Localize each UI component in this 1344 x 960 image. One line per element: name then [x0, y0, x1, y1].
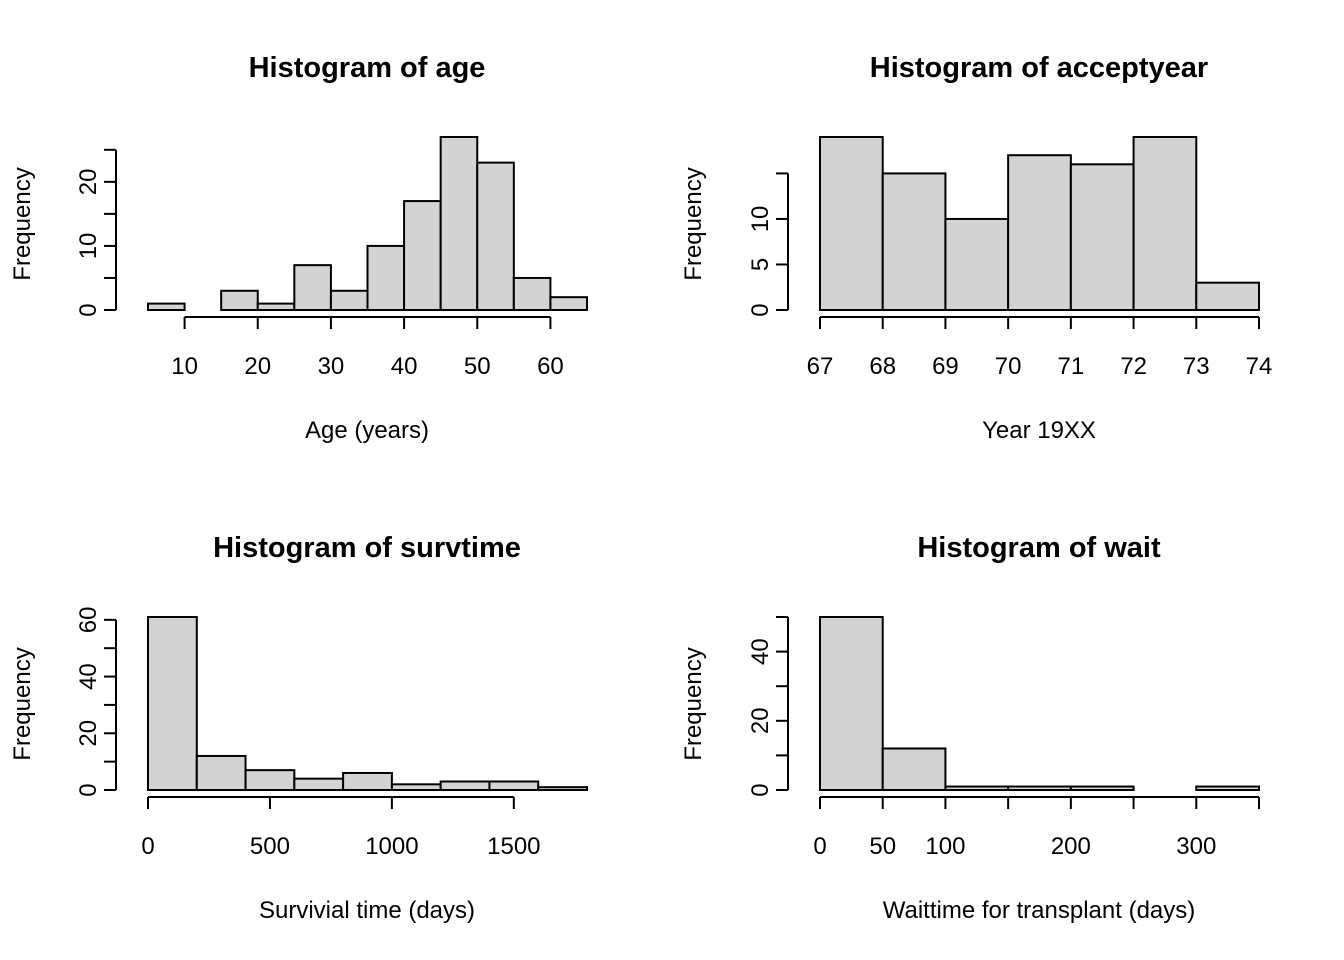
histogram-bar [1069, 163, 1135, 311]
y-tick-label: 40 [747, 638, 774, 665]
panel-acceptyear: Histogram of acceptyear Year 19XX Freque… [680, 52, 1272, 444]
histogram-bar [819, 616, 884, 791]
x-axis-label: Survivial time (days) [259, 897, 475, 924]
y-tick-label: 10 [75, 233, 102, 260]
histogram-bar [220, 289, 259, 311]
y-axis-label: Frequency [680, 167, 707, 280]
histogram-bar [512, 276, 552, 311]
bars [819, 616, 1261, 791]
x-tick-label: 200 [1051, 833, 1091, 860]
y-tick-label: 20 [747, 707, 774, 734]
histogram-bar [439, 136, 479, 311]
x-axis-label: Year 19XX [982, 417, 1096, 444]
x-tick-label: 74 [1246, 353, 1273, 380]
x-tick-label: 0 [813, 833, 826, 860]
y-tick-label: 0 [747, 783, 774, 796]
y-tick-label: 20 [75, 169, 102, 196]
y-tick-label: 5 [747, 258, 774, 271]
x-axis: 10 20 30 40 50 60 [171, 316, 564, 380]
histogram-bar [549, 296, 589, 311]
x-tick-label: 40 [391, 353, 418, 380]
x-tick-label: 68 [869, 353, 896, 380]
histogram-bar [1195, 785, 1261, 791]
x-tick-label: 100 [925, 833, 965, 860]
x-tick-label: 73 [1183, 353, 1210, 380]
x-tick-label: 0 [141, 833, 154, 860]
bars [147, 616, 589, 792]
y-axis: 0 10 20 [75, 148, 117, 317]
y-tick-label: 0 [747, 303, 774, 316]
y-axis-label: Frequency [9, 647, 36, 760]
x-tick-label: 71 [1058, 353, 1085, 380]
histogram-bar [195, 754, 247, 792]
y-tick-label: 0 [75, 303, 102, 316]
x-axis-label: Age (years) [305, 417, 429, 444]
histogram-bar [147, 616, 198, 791]
x-tick-label: 70 [995, 353, 1022, 380]
x-tick-label: 69 [932, 353, 959, 380]
histogram-bar [147, 302, 186, 311]
y-tick-label: 0 [75, 783, 102, 796]
x-tick-label: 60 [537, 353, 564, 380]
y-tick-label: 10 [747, 206, 774, 233]
panel-survtime: Histogram of survtime Survivial time (da… [9, 532, 589, 924]
x-tick-label: 50 [464, 353, 491, 380]
histogram-bar [403, 200, 442, 312]
panel-wait: Histogram of wait Waittime for transplan… [680, 532, 1261, 924]
y-tick-label: 20 [75, 720, 102, 747]
histogram-bar [1195, 281, 1261, 311]
histogram-bar [342, 771, 393, 791]
histogram-bar [944, 217, 1010, 312]
histogram-bar [1069, 785, 1135, 791]
histogram-bar [366, 244, 406, 311]
bars [147, 136, 589, 312]
histogram-bar [439, 780, 491, 792]
histogram-bar [1007, 154, 1072, 311]
y-axis-label: Frequency [9, 167, 36, 280]
panel-age: Histogram of age Age (years) Frequency 1… [9, 52, 589, 444]
histogram-bar [256, 302, 296, 311]
histogram-bar [881, 747, 947, 791]
x-axis: 67 68 69 70 71 72 73 74 [807, 316, 1273, 380]
histogram-bar [390, 783, 442, 792]
x-tick-label: 72 [1120, 353, 1147, 380]
histogram-bar [944, 785, 1010, 791]
x-tick-label: 50 [869, 833, 896, 860]
histogram-bar [819, 136, 884, 311]
x-tick-label: 1000 [365, 833, 418, 860]
histogram-bar [244, 769, 296, 791]
x-tick-label: 20 [244, 353, 271, 380]
x-axis-label: Waittime for transplant (days) [883, 897, 1196, 924]
y-axis-label: Frequency [680, 647, 707, 760]
histogram-bar [293, 777, 345, 792]
histogram-bar [329, 289, 369, 311]
chart-title: Histogram of acceptyear [870, 52, 1208, 84]
y-tick-label: 60 [75, 606, 102, 633]
y-axis: 0 20 40 [747, 616, 789, 797]
x-tick-label: 67 [807, 353, 834, 380]
chart-title: Histogram of age [249, 52, 486, 84]
y-axis: 0 20 40 60 [75, 606, 117, 797]
histogram-bar [476, 161, 515, 311]
histogram-bar [488, 780, 540, 792]
chart-title: Histogram of wait [917, 532, 1161, 564]
y-axis: 0 5 10 [747, 172, 789, 317]
bars [819, 136, 1261, 312]
histogram-bar [293, 264, 332, 312]
x-tick-label: 500 [250, 833, 290, 860]
x-axis: 0 500 1000 1500 [141, 796, 541, 860]
histogram-bar [881, 172, 947, 311]
x-tick-label: 30 [318, 353, 345, 380]
x-tick-label: 300 [1176, 833, 1216, 860]
x-tick-label: 1500 [487, 833, 540, 860]
chart-title: Histogram of survtime [213, 532, 521, 564]
histogram-bar [537, 786, 589, 792]
x-tick-label: 10 [171, 353, 198, 380]
histogram-bar [1007, 785, 1072, 791]
y-tick-label: 40 [75, 663, 102, 690]
x-axis: 0 50 100 200 300 [813, 796, 1260, 860]
histogram-bar [1132, 136, 1198, 311]
